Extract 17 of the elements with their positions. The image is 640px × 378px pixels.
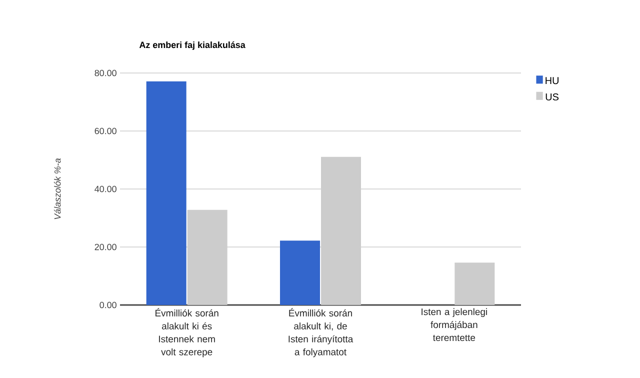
y-tick-label: 60.00 — [94, 128, 116, 134]
x-tick-label: Évmilliók során alakult ki, de Isten irányította a folyamatot — [288, 308, 354, 358]
legend-label: US — [546, 93, 559, 100]
bar — [321, 156, 362, 305]
bar — [187, 210, 228, 305]
bar — [146, 81, 186, 305]
x-tick-label: Isten a jelenlegi formájában teremtette — [422, 308, 487, 342]
y-axis-title: Válaszolók %-a — [54, 158, 61, 220]
bar — [280, 240, 320, 305]
y-tick-label: 80.00 — [94, 70, 116, 76]
y-tick-label: 0.00 — [100, 302, 116, 308]
bar — [454, 262, 495, 305]
x-tick-label: Évmilliók során alakult ki és Istennek nem volt szerepe — [156, 308, 218, 358]
y-tick-label: 40.00 — [94, 186, 116, 192]
y-tick-label: 20.00 — [94, 244, 116, 250]
chart-title: Az emberi faj kialakulása — [139, 41, 246, 50]
legend-label: HU — [546, 77, 558, 84]
